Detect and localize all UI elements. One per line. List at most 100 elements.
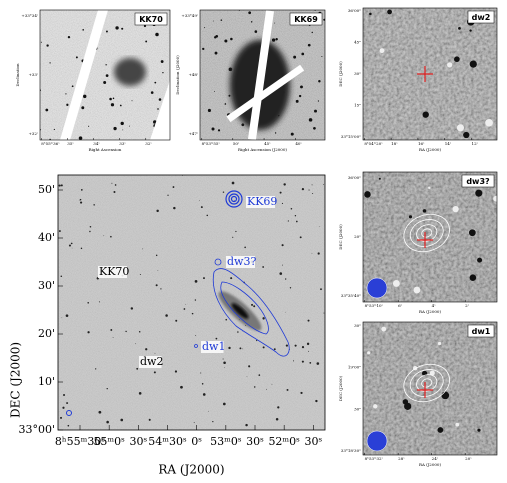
image-noise <box>363 322 497 455</box>
star <box>262 317 265 320</box>
star <box>89 230 91 233</box>
x-tick-label: 24ˢ <box>432 456 439 461</box>
x-tick-label: 12ˢ <box>472 141 479 146</box>
galaxy-core <box>231 303 249 319</box>
x-tick-label: 52ᵐ0ˢ <box>268 435 300 448</box>
star <box>67 424 70 427</box>
star <box>307 319 310 322</box>
y-tick-label: +47' <box>188 131 198 136</box>
star <box>180 385 183 389</box>
star <box>120 121 124 126</box>
star <box>110 235 112 238</box>
star <box>191 312 194 315</box>
star <box>217 129 221 132</box>
star <box>293 360 295 362</box>
star <box>154 352 156 354</box>
y-tick-label: 10' <box>38 375 55 388</box>
contour <box>194 344 198 348</box>
star <box>130 307 134 310</box>
star <box>173 206 176 210</box>
star <box>98 410 102 414</box>
x-tick-label: 35ˢ <box>67 141 74 146</box>
x-tick-label: 8ʰ53ᵐ10ˢ <box>365 303 384 308</box>
star <box>138 330 141 333</box>
y-tick-label: +33' <box>28 72 38 77</box>
star <box>369 12 372 16</box>
star <box>275 38 278 41</box>
star <box>379 48 385 54</box>
frame <box>57 174 326 431</box>
star <box>93 204 95 206</box>
x-tick-label: 8ʰ54ᵐ20ˢ <box>364 141 383 146</box>
star <box>183 308 186 310</box>
star <box>306 342 310 346</box>
star <box>105 64 107 66</box>
cross <box>417 232 433 248</box>
star <box>194 299 197 301</box>
y-tick-label: 20' <box>38 327 55 340</box>
star <box>244 246 246 249</box>
x-tick-label: 50ˢ <box>233 141 240 146</box>
star <box>284 278 287 280</box>
frame <box>362 321 498 456</box>
y-tick-label: 33°35'40" <box>341 293 361 298</box>
y-axis-label: Declination <box>15 63 20 87</box>
star <box>110 329 113 331</box>
star <box>281 244 284 247</box>
star <box>66 103 69 106</box>
star <box>274 22 276 24</box>
image-noise <box>58 175 325 430</box>
x-tick-label: 30ˢ <box>304 435 322 448</box>
x-axis-label: RA (J2000) <box>158 463 224 477</box>
star <box>273 348 276 351</box>
image <box>40 10 170 140</box>
x-tick-label: 54ᵐ30ˢ <box>148 435 187 448</box>
star <box>447 62 453 68</box>
star <box>95 368 97 370</box>
star <box>160 60 164 63</box>
star <box>157 108 159 110</box>
galaxy <box>114 58 146 86</box>
star <box>83 94 87 99</box>
star <box>65 93 67 95</box>
star <box>469 29 472 32</box>
star <box>312 193 314 195</box>
star <box>290 132 294 136</box>
star <box>82 29 85 31</box>
star <box>300 391 303 395</box>
y-tick-label: +33°34' <box>21 13 38 18</box>
star <box>194 280 198 283</box>
star <box>323 312 325 314</box>
star <box>314 109 317 113</box>
star <box>162 72 164 74</box>
star <box>58 184 61 187</box>
star <box>60 184 63 187</box>
star <box>469 60 477 68</box>
star <box>239 347 242 350</box>
cross <box>417 382 433 398</box>
x-tick-label: 53ᵐ0ˢ <box>210 435 242 448</box>
y-axis-label: Declination (J2000) <box>175 55 180 95</box>
star <box>318 79 321 83</box>
star <box>121 27 124 30</box>
star <box>404 402 412 410</box>
star <box>313 126 316 130</box>
contour <box>421 378 433 388</box>
star <box>128 125 130 127</box>
x-tick-label: 8ʰ53ᵐ55ˢ <box>202 141 221 146</box>
star <box>111 182 113 184</box>
star <box>235 230 237 233</box>
star <box>378 177 381 180</box>
contour <box>421 228 433 238</box>
star <box>158 98 162 101</box>
star <box>66 402 69 405</box>
beam <box>366 277 388 299</box>
star <box>63 394 66 397</box>
star <box>224 103 227 105</box>
star <box>206 214 209 217</box>
star <box>208 410 209 412</box>
star <box>250 21 253 23</box>
star <box>167 194 169 196</box>
x-tick-label: 8ʰ55ᵐ36ˢ <box>41 141 60 146</box>
image <box>363 322 497 455</box>
